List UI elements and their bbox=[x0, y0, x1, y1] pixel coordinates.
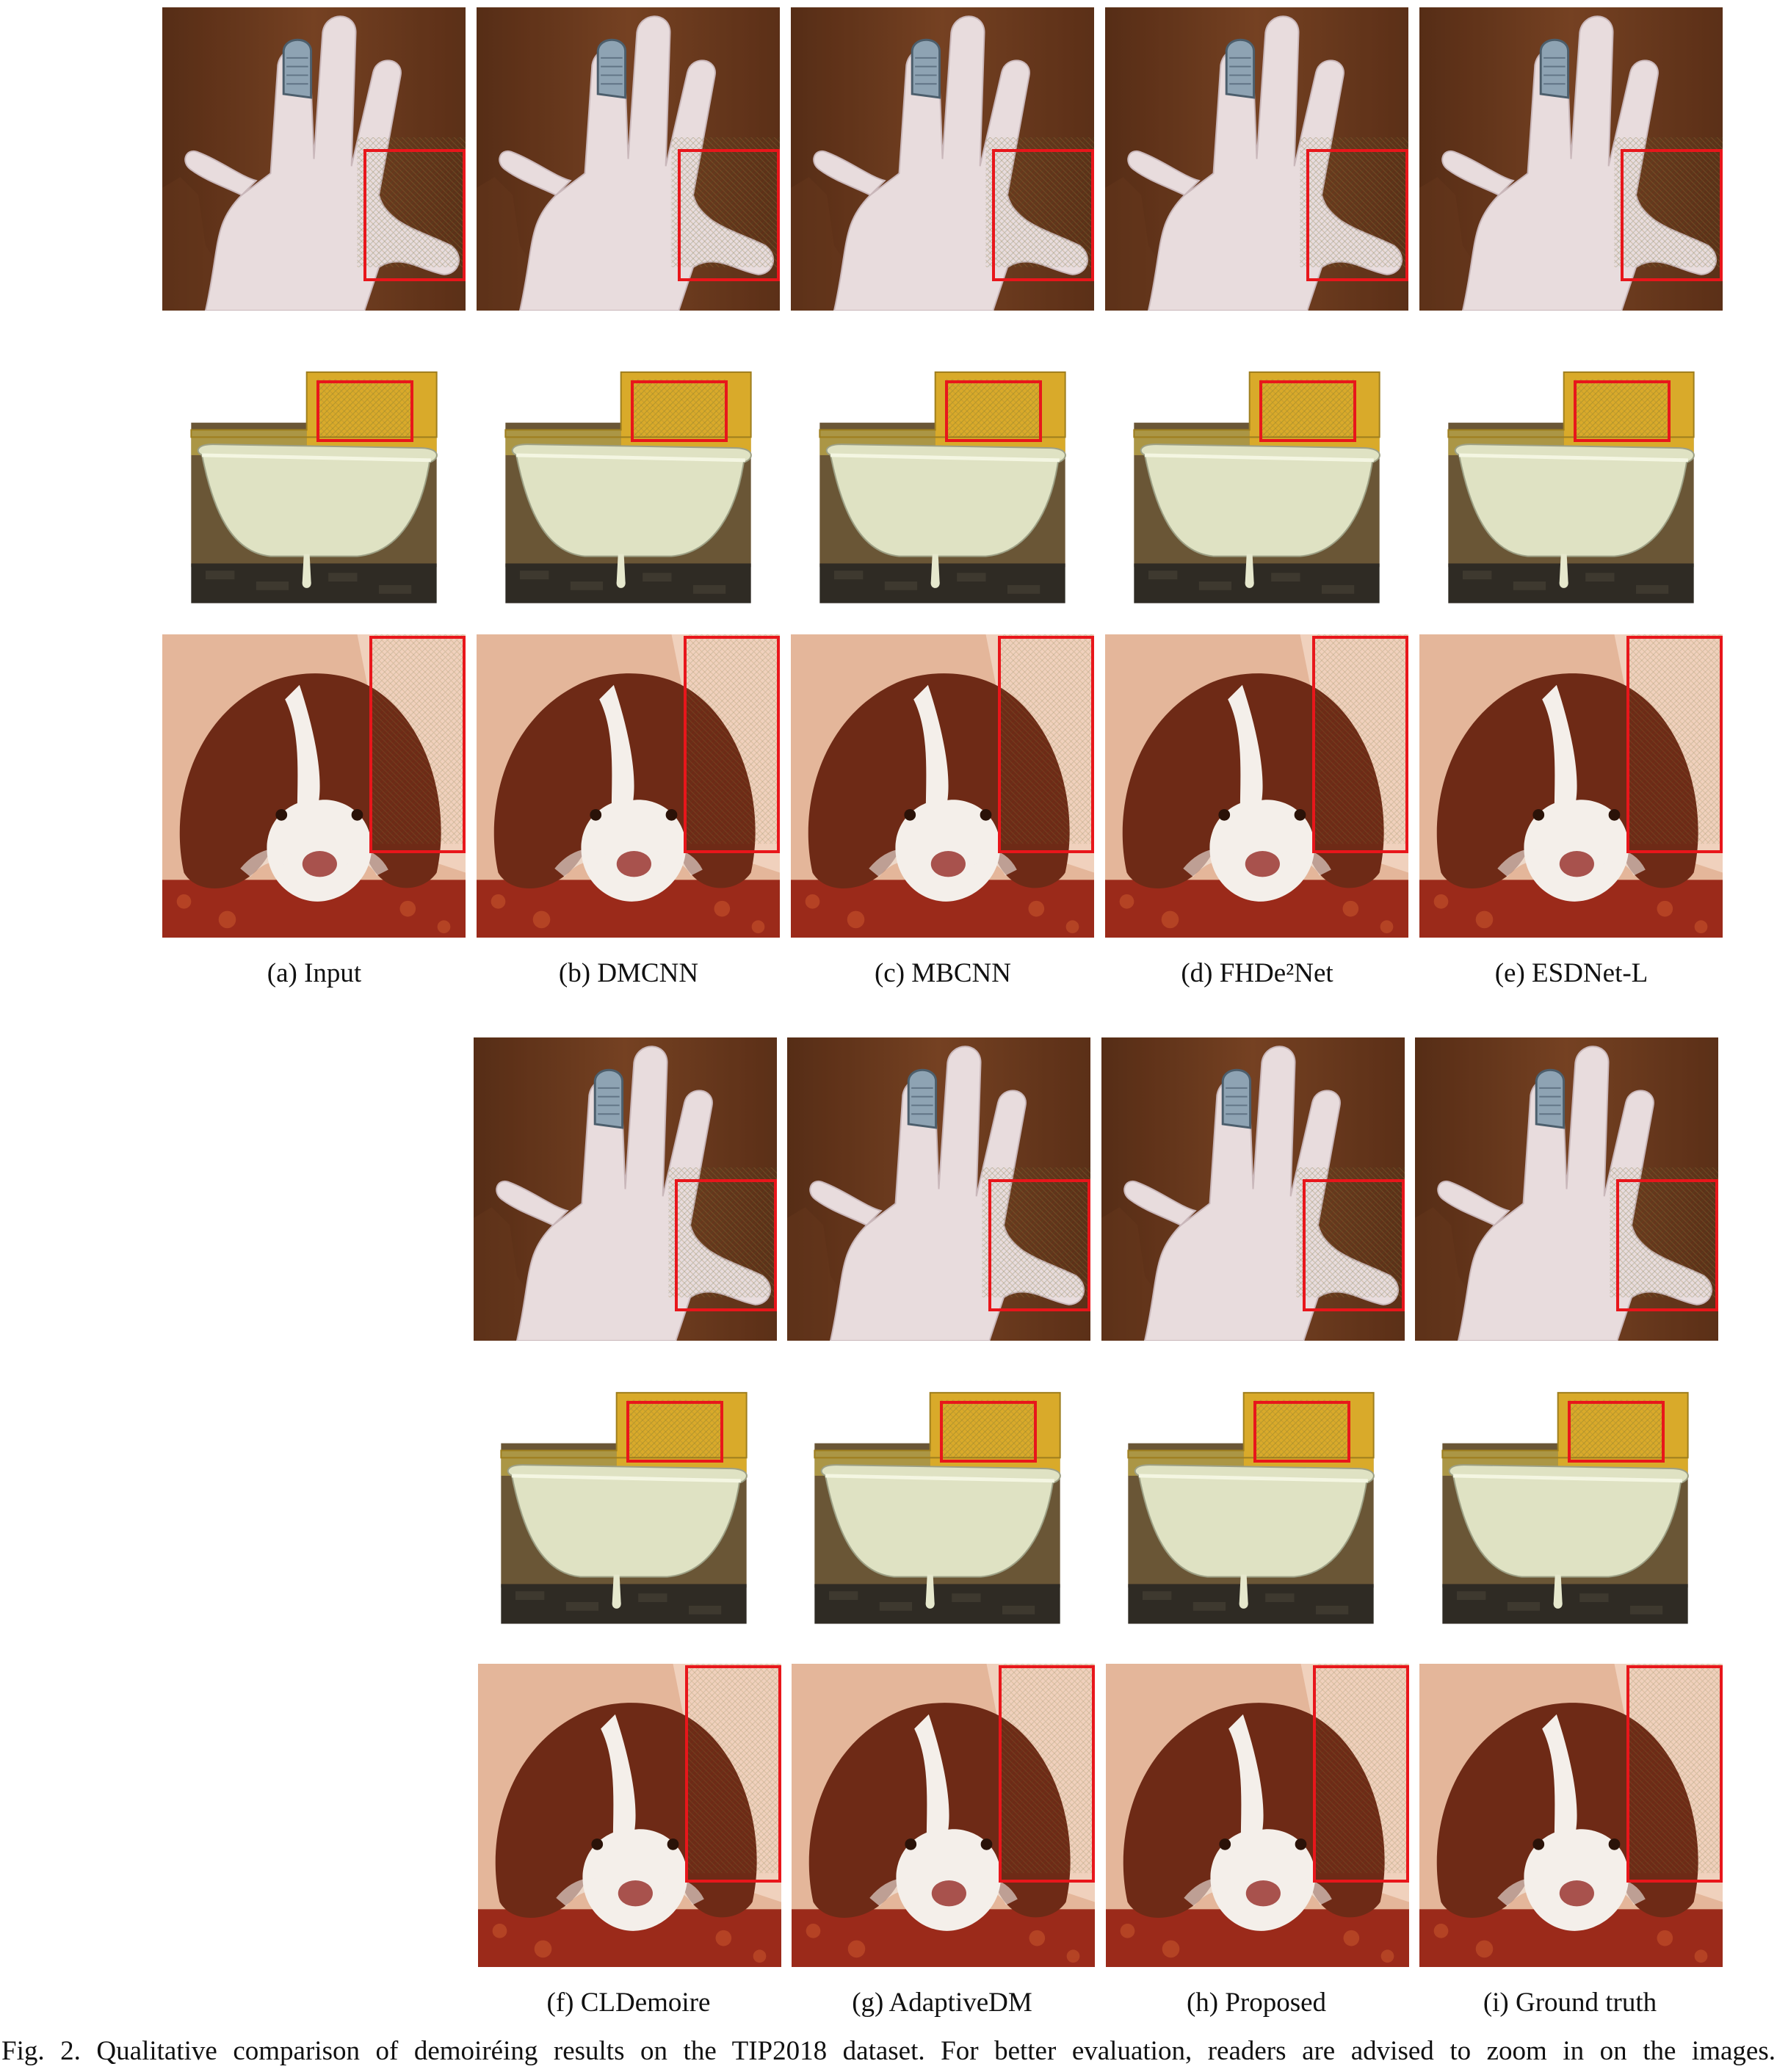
roi-box bbox=[675, 1179, 777, 1311]
roi-box bbox=[945, 380, 1042, 442]
roi-box bbox=[1253, 1401, 1350, 1463]
roi-box bbox=[1616, 1179, 1718, 1311]
roi-box bbox=[1259, 380, 1356, 442]
roi-box bbox=[1312, 636, 1408, 853]
roi-box bbox=[684, 636, 780, 853]
roi-box bbox=[1568, 1401, 1665, 1463]
image-c-bathtub bbox=[791, 322, 1094, 625]
roi-box bbox=[685, 1665, 781, 1883]
roi-box bbox=[678, 149, 780, 281]
roi-box bbox=[316, 380, 413, 442]
roi-box bbox=[369, 636, 466, 853]
roi-box bbox=[1574, 380, 1671, 442]
image-b-bathtub bbox=[477, 322, 780, 625]
figure-caption: Fig. 2. Qualitative comparison of demoir… bbox=[1, 2036, 1776, 2066]
subcaption-i: (i) Ground truth bbox=[1483, 1988, 1657, 2018]
subcaption-c: (c) MBCNN bbox=[874, 958, 1011, 988]
roi-box bbox=[1626, 1665, 1723, 1883]
subcaption-g: (g) AdaptiveDM bbox=[852, 1988, 1032, 2018]
image-i-bathtub bbox=[1414, 1342, 1717, 1645]
roi-box bbox=[992, 149, 1094, 281]
roi-box bbox=[1306, 149, 1408, 281]
roi-box bbox=[940, 1401, 1037, 1463]
roi-box bbox=[1313, 1665, 1409, 1883]
roi-box bbox=[998, 636, 1094, 853]
subcaption-d: (d) FHDe²Net bbox=[1181, 958, 1333, 988]
image-e-bathtub bbox=[1419, 322, 1723, 625]
roi-box bbox=[999, 1665, 1095, 1883]
roi-box bbox=[1626, 636, 1723, 853]
image-d-bathtub bbox=[1105, 322, 1408, 625]
roi-box bbox=[363, 149, 466, 281]
roi-box bbox=[1621, 149, 1723, 281]
image-g-bathtub bbox=[786, 1342, 1089, 1645]
roi-box bbox=[988, 1179, 1090, 1311]
image-f-bathtub bbox=[472, 1342, 775, 1645]
subcaption-a: (a) Input bbox=[267, 958, 362, 988]
roi-box bbox=[626, 1401, 723, 1463]
subcaption-h: (h) Proposed bbox=[1186, 1988, 1327, 2018]
roi-box bbox=[631, 380, 728, 442]
subcaption-b: (b) DMCNN bbox=[558, 958, 699, 988]
subcaption-f: (f) CLDemoire bbox=[546, 1988, 711, 2018]
subcaption-e: (e) ESDNet-L bbox=[1494, 958, 1648, 988]
image-h-bathtub bbox=[1099, 1342, 1403, 1645]
image-a-bathtub bbox=[162, 322, 466, 625]
roi-box bbox=[1303, 1179, 1405, 1311]
